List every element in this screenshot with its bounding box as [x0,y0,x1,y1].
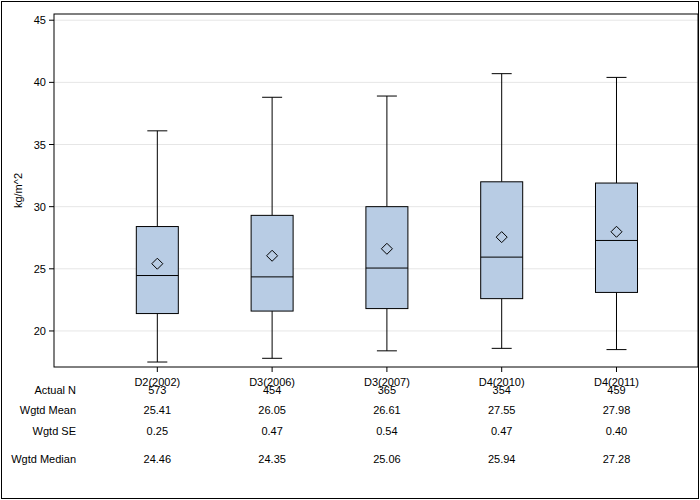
mean-marker [496,232,507,243]
table-cell: 26.61 [373,404,401,416]
table-cell: 25.41 [144,404,172,416]
table-cell: 24.46 [144,453,172,465]
table-cell: 26.05 [258,404,286,416]
table-cell: 573 [148,384,166,396]
table-cell: 0.25 [147,425,168,437]
tick [49,20,54,21]
whisker-cap [606,77,626,78]
tick [49,268,54,269]
mean-marker [611,226,622,237]
whisker-cap [147,362,167,363]
grid-line [54,82,698,83]
whisker [272,311,273,358]
tick-label: 45 [34,14,46,26]
tick-label: 20 [34,325,46,337]
mean-marker [267,250,278,261]
tick [501,367,502,372]
tick [49,82,54,83]
table-cell: 0.40 [606,425,627,437]
table-cell: 365 [378,384,396,396]
table-cell: 459 [607,384,625,396]
table-cell: 0.54 [376,425,397,437]
grid-line [54,330,698,331]
table-row-label: Wgtd Median [11,453,76,465]
table-cell: 27.98 [603,404,631,416]
box [366,207,408,309]
tick [157,367,158,372]
grid-line [54,20,698,21]
mean-marker [381,243,392,254]
table-row-label: Wgtd Mean [20,404,76,416]
whisker [157,131,158,227]
whisker [386,96,387,207]
whisker-cap [377,96,397,97]
tick-label: 35 [34,139,46,151]
tick [616,367,617,372]
table-cell: 27.55 [488,404,516,416]
median [595,240,637,241]
whisker-cap [262,97,282,98]
median [366,268,408,269]
plot-frame [54,14,698,367]
table-cell: 25.94 [488,453,516,465]
box [595,183,637,292]
tick [49,330,54,331]
median [136,275,178,276]
table-row-label: Actual N [34,384,76,396]
y-axis-label: kg/m^2 [12,173,24,208]
whisker [501,299,502,349]
whisker [272,97,273,215]
whisker [386,309,387,351]
table-cell: 454 [263,384,281,396]
whisker-cap [262,358,282,359]
table-cell: 354 [493,384,511,396]
mean-marker [152,258,163,269]
whisker-cap [606,349,626,350]
grid-line [54,144,698,145]
tick-label: 40 [34,76,46,88]
tick [272,367,273,372]
box [481,182,523,299]
whisker-cap [492,348,512,349]
whisker [157,314,158,362]
median [481,257,523,258]
box [251,215,293,311]
outer-frame [2,2,699,499]
boxes [136,74,637,362]
whisker-cap [377,350,397,351]
table-cell: 25.06 [373,453,401,465]
chart: 202530354045kg/m^2D2(2002)D3(2006)D3(200… [0,0,700,500]
table-cell: 24.35 [258,453,286,465]
whisker [501,74,502,182]
whisker [616,292,617,349]
whisker-cap [147,130,167,131]
tick-label: 30 [34,201,46,213]
table-cell: 0.47 [491,425,512,437]
whisker [616,77,617,183]
tick [49,144,54,145]
tick [49,206,54,207]
table-cell: 27.28 [603,453,631,465]
box [136,227,178,314]
table-cell: 0.47 [261,425,282,437]
median [251,276,293,277]
tick [386,367,387,372]
table-row-label: Wgtd SE [33,425,76,437]
tick-label: 25 [34,263,46,275]
whisker-cap [492,73,512,74]
